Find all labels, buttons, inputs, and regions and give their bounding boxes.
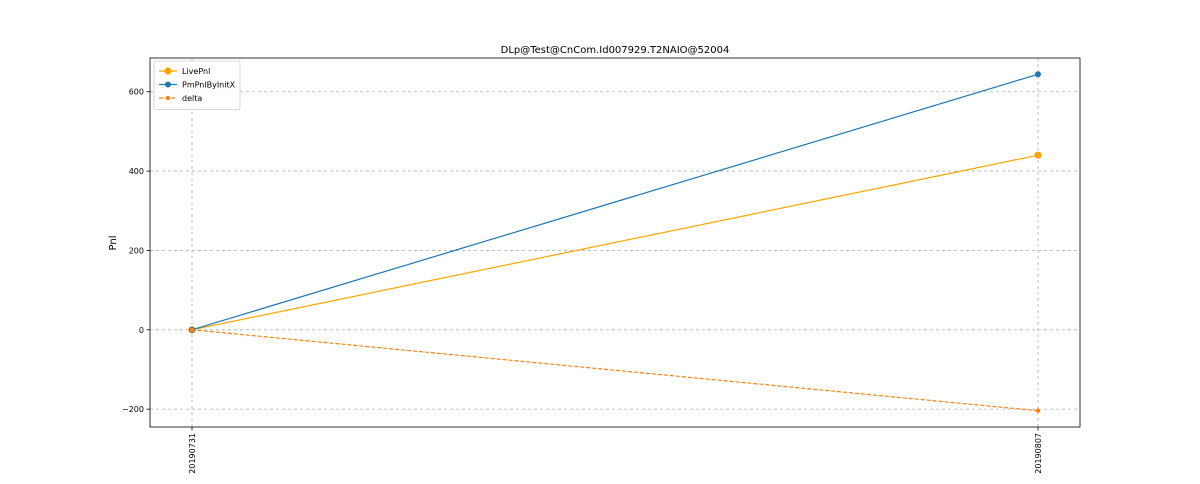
y-tick-label: 600 — [129, 88, 144, 97]
data-point-pmpnlbyinitx — [1035, 71, 1041, 78]
legend-label-delta: delta — [182, 94, 202, 103]
legend-label-livepnl: LivePnl — [182, 67, 210, 76]
data-point-delta — [189, 327, 195, 332]
series-line-livepnl — [191, 154, 1039, 331]
y-tick-label: 400 — [129, 167, 144, 176]
x-tick-label: 20190731 — [188, 433, 197, 474]
legend-marker-pmpnlbyinitx — [165, 81, 171, 88]
chart-title: DLp@Test@CnCom.Id007929.T2NAIO@52004 — [501, 45, 730, 56]
series-group — [188, 71, 1042, 413]
data-point-livepnl — [1034, 151, 1042, 159]
series-line-pmpnlbyinitx — [191, 73, 1039, 331]
legend-label-pmpnlbyinitx: PmPnlByInitX — [182, 81, 236, 90]
x-tick-label: 20190807 — [1034, 433, 1043, 474]
legend-frame — [153, 60, 241, 110]
grid — [150, 58, 1080, 427]
y-axis-label: Pnl — [108, 236, 119, 251]
axis-ticks: −200 0 200 400 600 20190731 20190807 — [122, 88, 1043, 474]
plot-frame — [149, 57, 1081, 428]
series-line-delta — [191, 329, 1039, 412]
legend: LivePnl PmPnlByInitX delta — [153, 60, 241, 110]
y-tick-label: 0 — [139, 326, 144, 335]
legend-marker-livepnl — [164, 67, 172, 75]
legend-marker-delta — [165, 95, 171, 101]
y-tick-label: 200 — [129, 246, 144, 255]
data-point-delta — [1035, 408, 1041, 413]
y-tick-label: −200 — [122, 405, 144, 414]
